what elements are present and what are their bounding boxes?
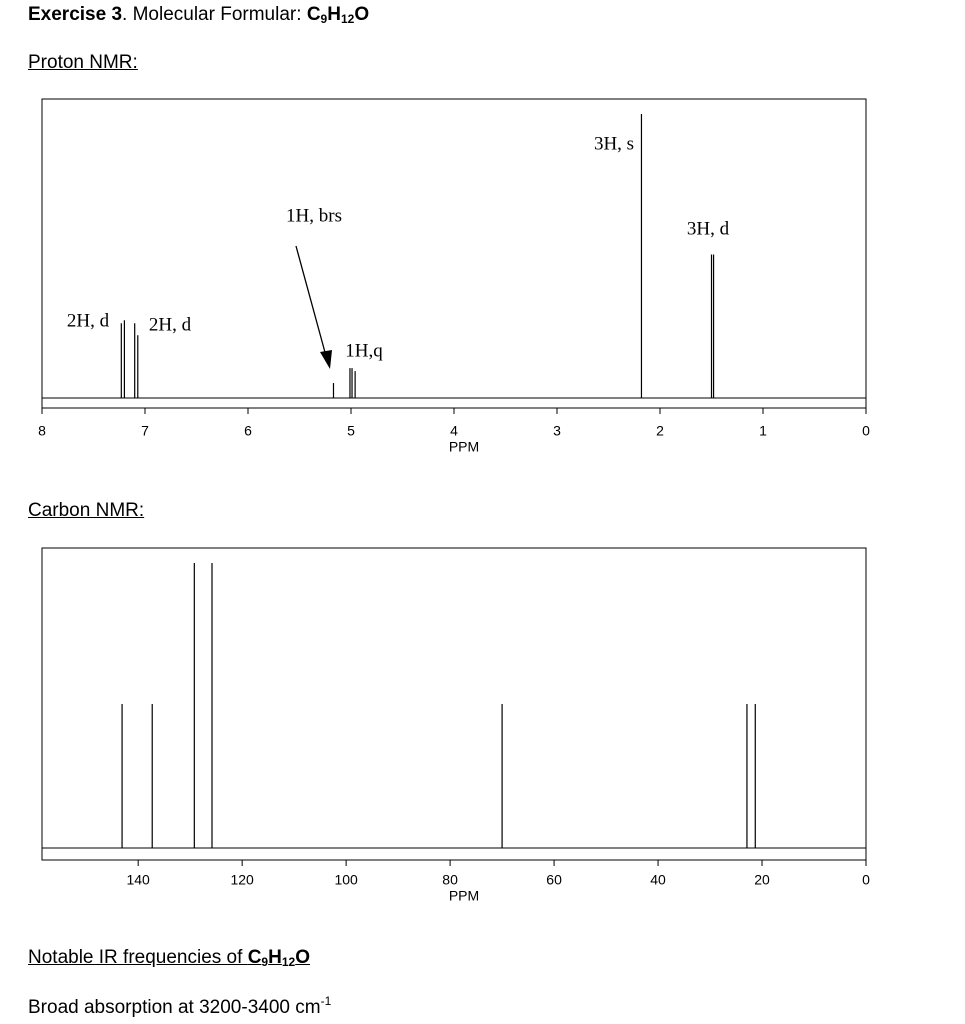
x-tick-label: 6 bbox=[244, 423, 252, 439]
arrow-head bbox=[320, 350, 332, 369]
x-tick-label: 4 bbox=[450, 423, 458, 439]
exercise-text: . Molecular Formular: bbox=[122, 4, 307, 25]
exercise-label: Exercise 3 bbox=[28, 4, 123, 25]
plot-frame bbox=[41, 98, 867, 409]
peak-annotation: 3H, s bbox=[594, 133, 634, 154]
ir-superscript: -1 bbox=[320, 994, 332, 1008]
formula-subscript: 9 bbox=[261, 955, 269, 969]
x-tick-label: 3 bbox=[553, 423, 561, 439]
x-tick-label: 40 bbox=[650, 872, 666, 888]
annotation-arrow bbox=[295, 245, 327, 357]
formula-element: C bbox=[306, 4, 321, 25]
exercise-heading: Exercise 3. Molecular Formular: C9H12O bbox=[28, 4, 369, 26]
formula-subscript: 9 bbox=[320, 12, 328, 26]
formula-subscript: 12 bbox=[340, 12, 355, 26]
formula-element: H bbox=[268, 947, 282, 968]
formula-element: C bbox=[247, 947, 262, 968]
ir-heading: Notable IR frequencies of C9H12O bbox=[28, 947, 310, 969]
x-tick-label: 60 bbox=[546, 872, 562, 888]
x-tick-label: 1 bbox=[759, 423, 767, 439]
formula-subscript: 12 bbox=[281, 955, 296, 969]
formula-element: O bbox=[354, 4, 370, 25]
ir-text: Broad absorption at 3200-3400 cm-1 bbox=[28, 994, 331, 1019]
peak-annotation: 3H, d bbox=[687, 218, 730, 239]
formula: C9H12O bbox=[306, 4, 370, 26]
peak-annotation: 2H, d bbox=[67, 310, 110, 331]
x-tick-label: 5 bbox=[347, 423, 355, 439]
x-tick-label: 7 bbox=[141, 423, 149, 439]
section-title: Carbon NMR: bbox=[28, 500, 145, 521]
x-tick-label: 120 bbox=[230, 872, 254, 888]
formula-element: O bbox=[295, 947, 310, 968]
plot-frame bbox=[41, 547, 867, 861]
x-tick-label: 20 bbox=[754, 872, 770, 888]
peak-annotation: 1H, brs bbox=[286, 205, 342, 226]
x-tick-label: 2 bbox=[656, 423, 664, 439]
peak-annotation: 1H,q bbox=[345, 340, 383, 361]
formula: C9H12O bbox=[247, 947, 310, 969]
x-tick-label: 80 bbox=[442, 872, 458, 888]
formula-element: H bbox=[327, 4, 341, 25]
x-tick-label: 8 bbox=[38, 423, 46, 439]
ir-description: Broad absorption at 3200-3400 cm bbox=[28, 997, 321, 1018]
x-tick-label: 100 bbox=[334, 872, 358, 888]
section-title: Proton NMR: bbox=[28, 52, 138, 73]
x-tick-label: 140 bbox=[126, 872, 150, 888]
x-axis-label: PPM bbox=[449, 439, 479, 455]
x-tick-label: 0 bbox=[862, 423, 870, 439]
peak-annotation: 2H, d bbox=[149, 314, 192, 335]
x-axis-label: PPM bbox=[449, 888, 479, 904]
ir-heading-text: Notable IR frequencies of bbox=[28, 947, 248, 968]
x-tick-label: 0 bbox=[862, 872, 870, 888]
